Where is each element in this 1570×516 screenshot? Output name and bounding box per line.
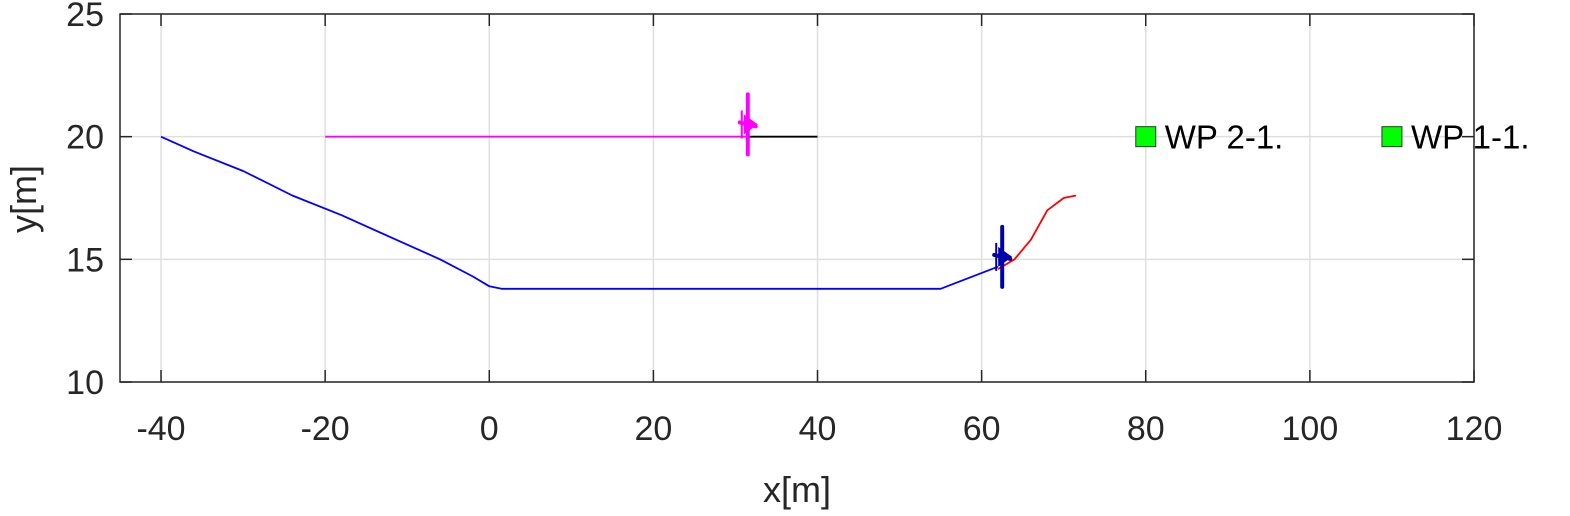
x-tick-label: 80 (1127, 410, 1165, 448)
trajectory-series (160, 135, 1077, 290)
vehicle-markers (737, 92, 1013, 289)
y-tick-label: 25 (66, 0, 104, 34)
airplane-icon (992, 224, 1013, 289)
x-tick-label: -40 (136, 410, 185, 448)
x-axis-label: x[m] (763, 469, 831, 510)
x-tick-label: -20 (301, 410, 350, 448)
axes: -40 -20 0 20 40 60 80 100 120 10 15 20 25 (66, 0, 1502, 448)
grid-lines (120, 13, 1475, 383)
airplane-icon (737, 92, 758, 157)
x-tick-label: 20 (634, 410, 672, 448)
waypoint-label: WP 2-1. (1165, 119, 1284, 156)
x-tick-label: 60 (963, 410, 1001, 448)
plot-frame (119, 13, 1475, 383)
series-line-1 (997, 194, 1077, 270)
x-tick-label: 100 (1282, 410, 1339, 448)
y-tick-label: 15 (66, 241, 104, 279)
y-tick-label: 10 (66, 364, 104, 402)
x-tick-label: 40 (799, 410, 837, 448)
waypoint-label: WP 1-1. (1411, 119, 1530, 156)
y-tick-label: 20 (66, 119, 104, 157)
y-axis-label: y[m] (3, 165, 44, 233)
x-tick-label: 120 (1446, 410, 1503, 448)
waypoint-markers: WP 2-1. WP 1-1. (1135, 119, 1530, 156)
x-tick-label: 0 (480, 410, 499, 448)
waypoint-marker (1381, 126, 1403, 148)
series-line-0 (160, 135, 999, 290)
waypoint-marker (1135, 126, 1157, 148)
